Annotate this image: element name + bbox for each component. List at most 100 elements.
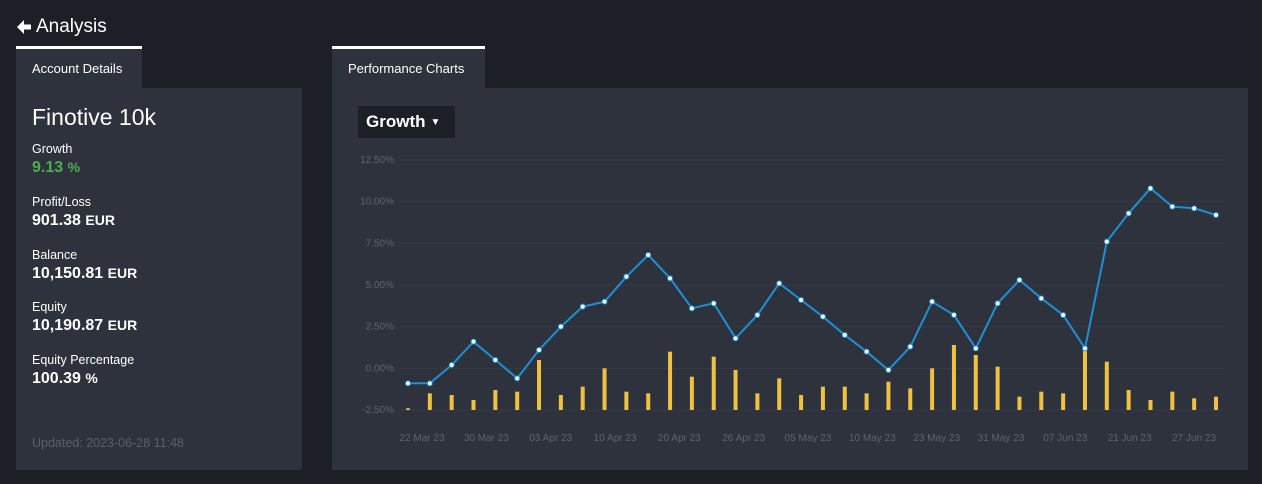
growth-point: [514, 375, 521, 382]
growth-point: [623, 273, 630, 280]
y-tick-label: 12.50%: [360, 155, 394, 166]
growth-point: [863, 348, 870, 355]
bar: [864, 393, 869, 410]
growth-value: 9.13: [32, 159, 64, 176]
bar: [842, 386, 847, 410]
growth-point: [1147, 185, 1154, 192]
bar: [668, 351, 673, 410]
bar: [733, 370, 738, 410]
chart-type-selected: Growth: [366, 112, 426, 131]
bar: [471, 400, 476, 410]
growth-point: [1060, 312, 1067, 318]
bar: [995, 366, 1000, 410]
growth-point: [994, 300, 1001, 307]
account-details-panel: Finotive 10k Growth 9.13 % Profit/Loss 9…: [16, 88, 302, 470]
growth-point: [950, 312, 957, 318]
growth-point: [732, 335, 739, 342]
growth-point: [841, 332, 848, 338]
x-tick-label: 07 Jun 23: [1043, 433, 1087, 444]
y-tick-label: 2.50%: [366, 322, 394, 333]
x-tick-label: 22 Mar 23: [399, 433, 444, 444]
back-link[interactable]: Analysis: [16, 16, 107, 38]
growth-point: [885, 367, 892, 373]
growth-label: Growth: [32, 142, 73, 156]
balance-value-row: 10,150.81 EUR: [32, 265, 137, 283]
bar: [1214, 396, 1218, 410]
x-tick-label: 03 Apr 23: [529, 433, 572, 444]
growth-point: [972, 345, 979, 352]
growth-point: [710, 300, 717, 307]
page-title: Analysis: [36, 16, 107, 37]
profit-loss-label: Profit/Loss: [32, 195, 92, 209]
bar: [1170, 391, 1175, 410]
x-tick-label: 27 Jun 23: [1172, 433, 1216, 444]
bar: [886, 381, 891, 410]
balance-label: Balance: [32, 248, 78, 262]
bar: [1192, 398, 1197, 410]
bar: [820, 386, 825, 410]
profit-loss-value-row: 901.38 EUR: [32, 212, 115, 230]
growth-point: [907, 343, 914, 350]
x-tick-label: 26 Apr 23: [722, 433, 765, 444]
growth-point: [1191, 205, 1198, 212]
equity-metric: Equity 10,190.87 EUR: [32, 300, 137, 335]
growth-point: [798, 297, 805, 303]
chart-type-dropdown[interactable]: Growth ▼: [358, 106, 455, 138]
y-tick-label: -2.50%: [362, 405, 394, 416]
updated-timestamp: Updated: 2023-06-28 11:48: [32, 436, 184, 450]
equity-unit: EUR: [107, 317, 138, 333]
growth-unit: %: [67, 159, 81, 175]
bar: [493, 390, 498, 410]
bar: [951, 345, 956, 410]
bar: [1148, 400, 1153, 410]
bar: [602, 368, 607, 410]
tab-account-details[interactable]: Account Details: [16, 46, 142, 88]
growth-chart: 12.50% 10.00% 7.50% 5.00% 2.50% 0.00% -2.50% 22…: [360, 155, 1224, 444]
growth-point: [405, 380, 411, 387]
arrow-left-icon: [17, 20, 31, 34]
tab-performance-charts[interactable]: Performance Charts: [332, 46, 485, 88]
growth-point: [1016, 277, 1023, 283]
bar: [427, 393, 432, 410]
bar: [755, 393, 760, 410]
x-tick-label: 20 Apr 23: [658, 433, 701, 444]
bar: [449, 395, 454, 410]
balance-value: 10,150.81: [32, 265, 104, 282]
growth-point: [557, 323, 564, 330]
growth-point: [426, 380, 433, 387]
balance-metric: Balance 10,150.81 EUR: [32, 248, 137, 283]
growth-line: [408, 186, 1217, 385]
profit-loss-value: 901.38: [32, 212, 81, 229]
x-tick-label: 05 May 23: [785, 433, 832, 444]
growth-point: [1038, 295, 1045, 302]
x-tick-label: 10 Apr 23: [594, 433, 637, 444]
bar: [1061, 393, 1066, 410]
growth-value-row: 9.13 %: [32, 159, 80, 177]
growth-point: [754, 312, 761, 318]
growth-point: [929, 298, 936, 305]
x-tick-label: 31 May 23: [978, 433, 1025, 444]
growth-point: [688, 305, 695, 312]
balance-unit: EUR: [107, 265, 138, 281]
bar: [1017, 396, 1022, 410]
y-tick-label: 5.00%: [366, 280, 394, 291]
bar: [624, 391, 629, 410]
growth-point: [776, 280, 783, 287]
bar: [406, 408, 410, 410]
bar: [537, 360, 542, 410]
bar: [799, 395, 804, 410]
bar: [908, 388, 913, 410]
growth-point: [667, 275, 674, 282]
account-name: Finotive 10k: [32, 104, 157, 130]
equity-value-row: 10,190.87 EUR: [32, 317, 137, 335]
growth-point: [819, 313, 826, 320]
bar: [515, 391, 520, 410]
bar: [711, 356, 716, 410]
bar: [1104, 361, 1109, 410]
bar: [689, 376, 694, 410]
bar: [1082, 348, 1087, 410]
bar: [973, 355, 978, 410]
y-tick-label: 7.50%: [366, 238, 394, 249]
growth-point: [1081, 345, 1088, 352]
growth-point: [536, 347, 543, 353]
